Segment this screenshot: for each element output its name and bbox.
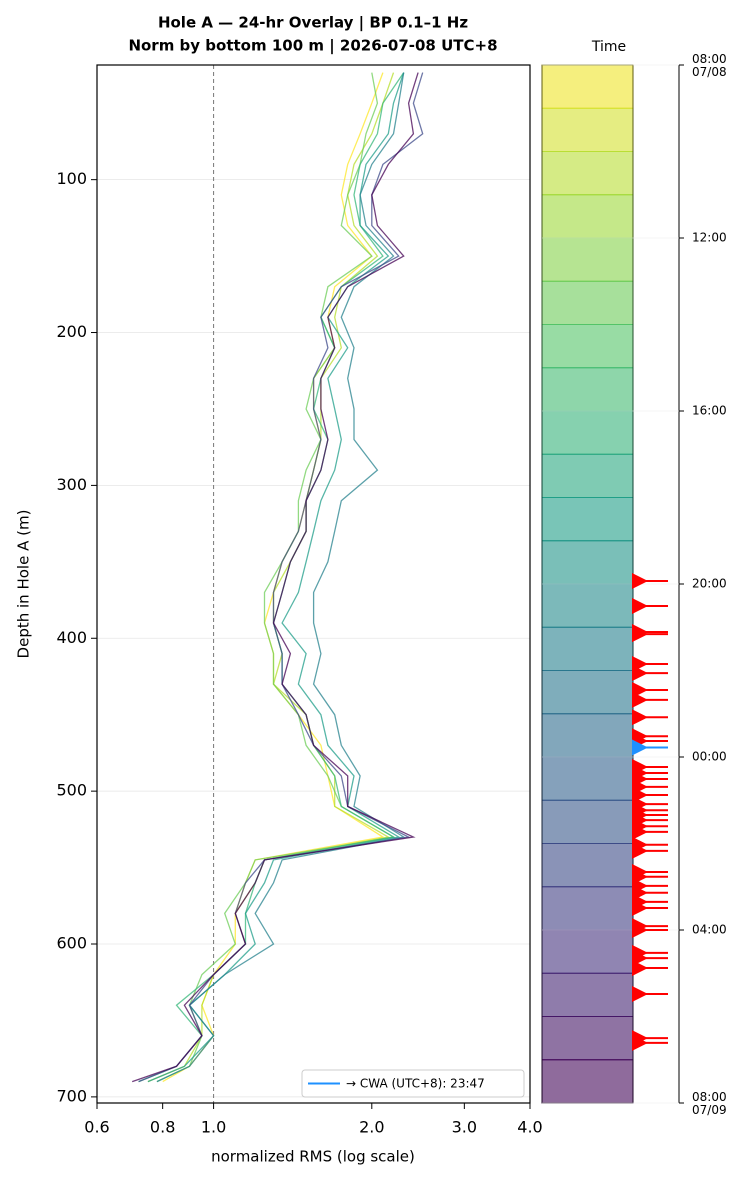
chart-subtitle: Norm by bottom 100 m | 2026-07-08 UTC+8 xyxy=(128,37,497,56)
x-tick-label: 0.6 xyxy=(84,1118,109,1137)
series-line xyxy=(147,72,405,1083)
y-tick-label: 500 xyxy=(56,781,87,800)
colorbar-band xyxy=(541,713,634,758)
y-tick-label: 400 xyxy=(56,628,87,647)
colorbar-band xyxy=(541,194,634,239)
y-tick-label: 700 xyxy=(56,1086,87,1105)
colorbar-band xyxy=(541,453,634,498)
x-tick-label: 4.0 xyxy=(517,1118,542,1137)
colorbar-band xyxy=(541,756,634,801)
y-axis-label: Depth in Hole A (m) xyxy=(15,510,33,659)
series-line xyxy=(156,72,396,1083)
series-line xyxy=(138,72,424,1083)
plot-frame xyxy=(96,64,531,1104)
colorbar-tick-label: 00:00 xyxy=(692,750,727,764)
series-line xyxy=(131,72,419,1083)
x-tick-label: 0.8 xyxy=(150,1118,175,1137)
colorbar-band xyxy=(541,151,634,196)
colorbar-band xyxy=(541,540,634,585)
colorbar-band xyxy=(541,1059,634,1104)
colorbar-band xyxy=(541,324,634,369)
colorbar-band xyxy=(541,410,634,455)
colorbar-band xyxy=(541,64,634,109)
colorbar-band xyxy=(541,497,634,542)
y-tick-label: 300 xyxy=(56,475,87,494)
y-tick-label: 600 xyxy=(56,934,87,953)
series-line xyxy=(147,72,395,1083)
colorbar-tick-label: 04:00 xyxy=(692,923,727,937)
colorbar-tick-label: 16:00 xyxy=(692,404,727,418)
chart-title: Hole A — 24-hr Overlay | BP 0.1–1 Hz xyxy=(158,14,468,33)
colorbar-tick-label: 20:00 xyxy=(692,577,727,591)
colorbar-band xyxy=(541,670,634,715)
x-tick-label: 3.0 xyxy=(452,1118,477,1137)
series-line xyxy=(156,72,406,1083)
colorbar-band xyxy=(541,280,634,325)
colorbar-band xyxy=(541,626,634,671)
x-tick-label: 1.0 xyxy=(201,1118,226,1137)
colorbar-band xyxy=(541,799,634,844)
colorbar-band xyxy=(541,583,634,628)
colorbar-band xyxy=(541,1016,634,1061)
legend-box xyxy=(301,1069,525,1098)
colorbar-band xyxy=(541,972,634,1017)
colorbar-band xyxy=(541,886,634,931)
colorbar-band xyxy=(541,929,634,974)
colorbar-tick-label: 08:00 07/09 xyxy=(692,1090,727,1117)
series-line xyxy=(138,72,405,1083)
colorbar-title: Time xyxy=(591,39,626,55)
legend-label: → CWA (UTC+8): 23:47 xyxy=(346,1077,485,1091)
colorbar-tick-label: 08:00 07/08 xyxy=(692,52,727,79)
colorbar-tick-label: 12:00 xyxy=(692,231,727,245)
colorbar-band xyxy=(541,237,634,282)
x-axis-label: normalized RMS (log scale) xyxy=(211,1148,415,1166)
y-tick-label: 100 xyxy=(56,169,87,188)
y-tick-label: 200 xyxy=(56,322,87,341)
colorbar-band xyxy=(541,843,634,888)
series-group xyxy=(131,72,424,1083)
colorbar-band xyxy=(541,367,634,412)
x-tick-label: 2.0 xyxy=(359,1118,384,1137)
colorbar-band xyxy=(541,107,634,152)
